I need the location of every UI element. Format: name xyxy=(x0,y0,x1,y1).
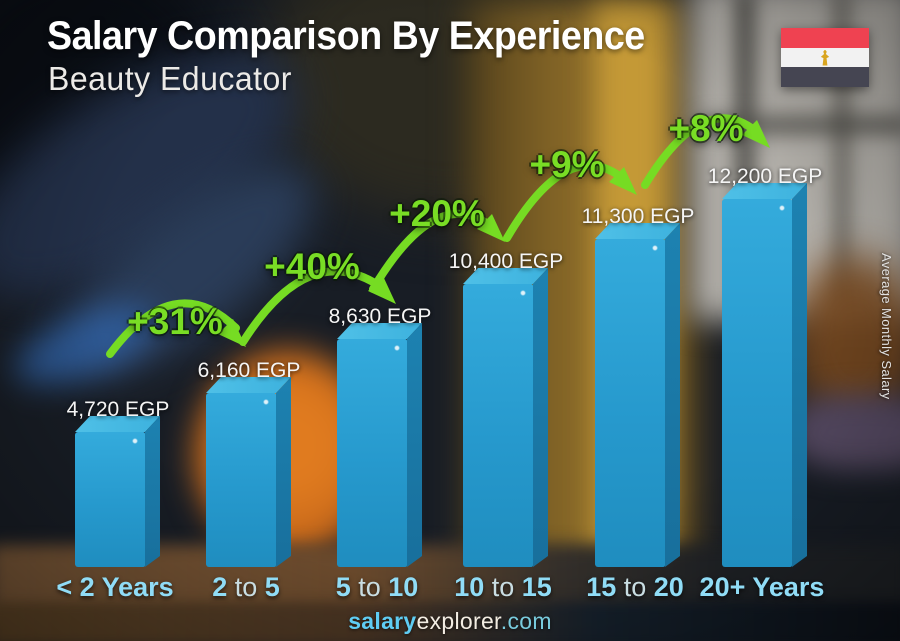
x-axis-label-part: 10 xyxy=(388,572,419,602)
bar-top-face xyxy=(337,323,422,339)
egypt-flag-emblem xyxy=(820,49,830,66)
bar-side-face xyxy=(407,323,422,567)
percent-change-label: +20% xyxy=(389,193,485,234)
footer-brand-com: .com xyxy=(500,608,552,634)
x-axis-label-part: to xyxy=(616,572,654,602)
x-axis-label-part: 2 xyxy=(212,572,228,602)
arrowhead-icon xyxy=(368,276,396,304)
bar-value-label: 4,720 EGP xyxy=(66,398,170,421)
x-axis-label-1: < 2 Years xyxy=(56,572,174,602)
x-axis-label-part: 5 xyxy=(264,572,280,602)
footer-brand: salaryexplorer.com xyxy=(0,608,900,635)
bar-top-face xyxy=(206,377,291,393)
flag-white-band xyxy=(781,47,869,68)
bar-4 xyxy=(463,268,548,567)
bar-front-face xyxy=(206,393,276,567)
x-axis-label-part: to xyxy=(350,572,389,602)
bar-side-face xyxy=(145,416,160,567)
x-axis-label-part: 15 xyxy=(586,572,617,602)
bar-value-label: 6,160 EGP xyxy=(197,359,301,382)
x-axis-label-part: 5 xyxy=(335,572,351,602)
percent-change-label: +9% xyxy=(529,144,605,185)
bar-top-face xyxy=(595,223,680,239)
bar-2 xyxy=(206,377,291,567)
bar-value-label: 8,630 EGP xyxy=(328,305,432,328)
bar-3 xyxy=(337,323,422,567)
percent-change-label: +31% xyxy=(127,301,223,342)
percent-change-label: +8% xyxy=(668,108,744,149)
footer-brand-explorer: explorer xyxy=(416,608,501,634)
bar-1 xyxy=(75,416,160,567)
bar-front-face xyxy=(75,432,145,567)
bar-value-label: 11,300 EGP xyxy=(581,205,695,228)
bar-6 xyxy=(722,183,807,567)
bar-front-face xyxy=(463,284,533,567)
bar-front-face xyxy=(722,199,792,567)
page-title: Salary Comparison By Experience xyxy=(47,14,645,58)
bar-top-face xyxy=(722,183,807,199)
x-axis-label-part: 10 xyxy=(454,572,485,602)
bar-side-face xyxy=(792,183,807,567)
x-axis-label-3: 5 to 10 xyxy=(336,572,419,603)
y-axis-label: Average Monthly Salary xyxy=(879,253,894,400)
flag-black-band xyxy=(781,67,869,88)
page-subtitle: Beauty Educator xyxy=(48,60,292,97)
arrowhead-icon xyxy=(609,167,637,195)
bar-value-label: 12,200 EGP xyxy=(707,165,823,188)
percent-change-label: +40% xyxy=(264,246,360,287)
bar-value-label: 10,400 EGP xyxy=(448,250,564,273)
bar-side-face xyxy=(665,223,680,567)
bar-top-face xyxy=(463,268,548,284)
bar-side-face xyxy=(533,268,548,567)
bar-side-face xyxy=(276,377,291,567)
x-axis-label-4: 10 to 15 xyxy=(454,572,552,603)
x-axis-label-part: to xyxy=(484,572,522,602)
x-axis-label-part: to xyxy=(227,572,265,602)
arrowhead-icon xyxy=(742,120,770,148)
x-axis-label-2: 2 to 5 xyxy=(212,572,280,603)
footer-brand-salary: salary xyxy=(348,608,417,634)
x-axis-label-part: 15 xyxy=(521,572,552,602)
x-axis-label-part: 20 xyxy=(653,572,684,602)
bar-top-face xyxy=(75,416,160,432)
flag-red-band xyxy=(781,28,869,48)
egypt-flag xyxy=(781,28,869,88)
bar-front-face xyxy=(337,339,407,567)
bar-5 xyxy=(595,223,680,567)
x-axis-label-5: 15 to 20 xyxy=(586,572,684,603)
x-axis-label-6: 20+ Years xyxy=(699,572,825,602)
bar-front-face xyxy=(595,239,665,567)
